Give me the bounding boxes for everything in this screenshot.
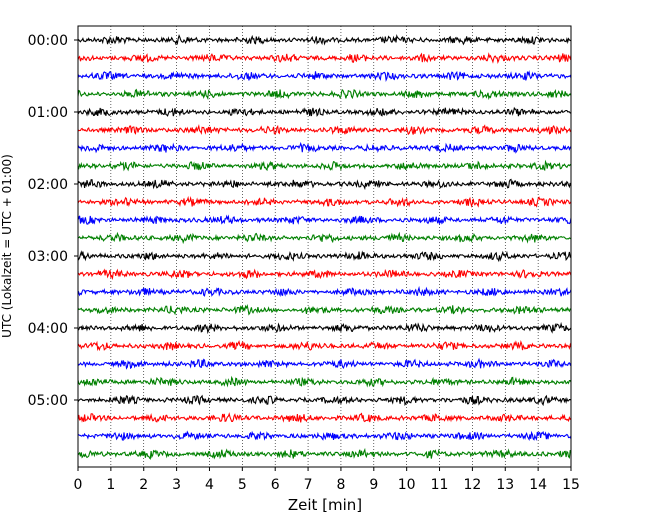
y-tick-label: 03:00 (28, 249, 68, 265)
trace-line (77, 159, 572, 172)
trace-line (77, 285, 572, 297)
y-tick-label: 00:00 (28, 33, 68, 49)
x-tick-label: 13 (496, 477, 514, 493)
trace-line (77, 231, 572, 245)
x-tick-label: 15 (562, 477, 580, 493)
y-axis-title: UTC (Lokalzeit = UTC + 01:00) (0, 154, 14, 338)
x-axis-title: Zeit [min] (288, 496, 362, 514)
y-tick-label: 01:00 (28, 105, 68, 121)
x-tick-label: 11 (431, 477, 449, 493)
plot-frame (77, 25, 572, 468)
trace-line (77, 195, 572, 208)
trace-group (77, 34, 572, 460)
trace-line (77, 70, 572, 83)
trace-line (77, 106, 572, 117)
x-tick-label: 5 (238, 477, 247, 493)
trace-line (77, 430, 572, 442)
trace-line (77, 34, 572, 46)
trace-line (77, 303, 572, 316)
y-tick-label: 05:00 (28, 393, 68, 409)
trace-line (77, 357, 572, 370)
x-axis-ticks: 0 1 2 3 4 5 6 7 8 9 10 11 12 13 14 15 (74, 467, 580, 493)
x-tick-label: 14 (529, 477, 547, 493)
trace-line (77, 214, 572, 226)
y-axis-ticks: 00:00 01:00 02:00 03:00 04:00 05:00 (28, 33, 78, 409)
trace-line (77, 250, 572, 263)
x-tick-label: 8 (336, 477, 345, 493)
x-tick-label: 2 (139, 477, 148, 493)
trace-line (77, 178, 572, 191)
trace-line (77, 375, 572, 388)
x-tick-label: 10 (398, 477, 416, 493)
trace-line (77, 123, 572, 136)
x-tick-label: 0 (74, 477, 83, 493)
trace-line (77, 412, 572, 423)
trace-line (77, 339, 572, 352)
x-tick-label: 6 (271, 477, 280, 493)
trace-line (77, 321, 572, 335)
trace-line (77, 394, 572, 407)
trace-line (77, 141, 572, 154)
x-tick-label: 7 (304, 477, 313, 493)
x-tick-label: 3 (172, 477, 181, 493)
trace-line (77, 52, 572, 65)
x-tick-label: 12 (463, 477, 481, 493)
trace-line (77, 268, 572, 281)
trace-line (77, 88, 572, 101)
x-tick-label: 4 (205, 477, 214, 493)
x-tick-label: 1 (106, 477, 115, 493)
y-tick-label: 02:00 (28, 177, 68, 193)
x-tick-label: 9 (369, 477, 378, 493)
y-tick-label: 04:00 (28, 321, 68, 337)
trace-line (77, 447, 572, 460)
